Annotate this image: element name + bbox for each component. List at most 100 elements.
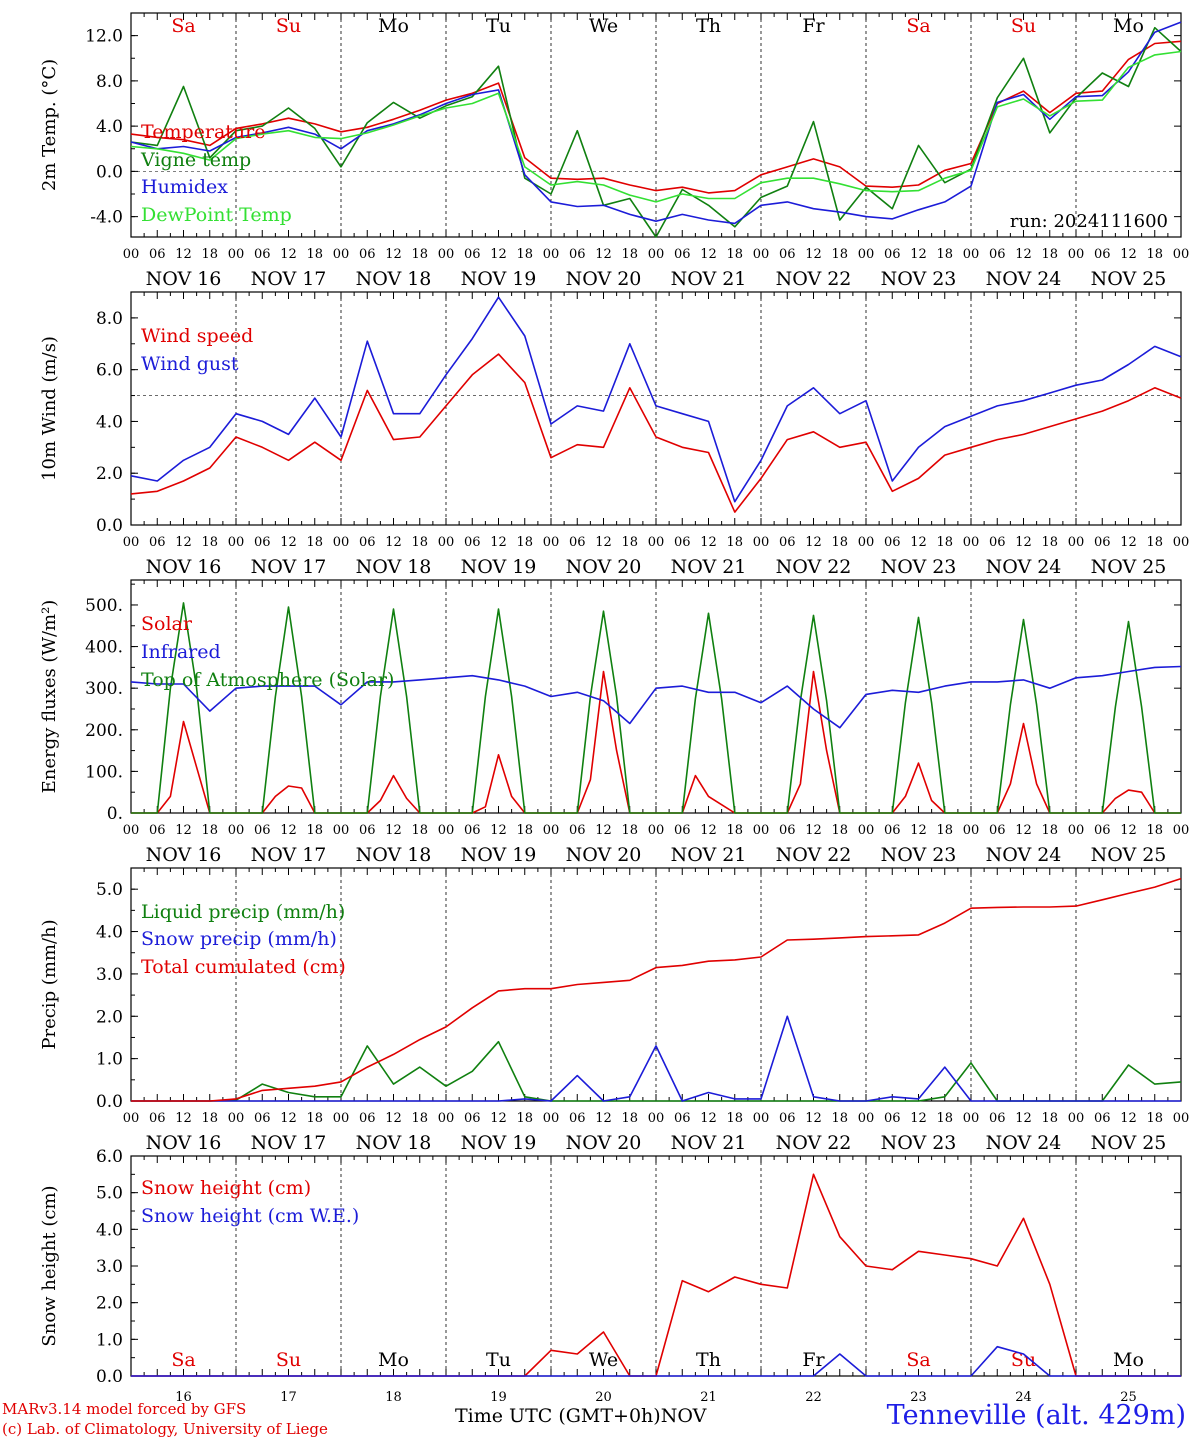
weekday-label: Sa xyxy=(906,15,930,37)
hour-tick-label: 18 xyxy=(936,1111,953,1126)
hour-tick-label: 12 xyxy=(280,247,297,262)
hour-tick-label: 18 xyxy=(936,247,953,262)
hour-tick-label: 12 xyxy=(385,535,402,550)
hour-tick-label: 06 xyxy=(674,823,691,838)
hour-tick-label: 06 xyxy=(1094,535,1111,550)
hour-tick-label: 12 xyxy=(280,535,297,550)
date-number-label: 22 xyxy=(805,1390,822,1405)
date-label: NOV 20 xyxy=(566,1132,642,1154)
y-tick-label: 4.0 xyxy=(96,923,123,943)
weekday-label: Fr xyxy=(802,1349,825,1371)
date-label: NOV 24 xyxy=(986,268,1062,290)
hour-tick-label: 00 xyxy=(438,247,455,262)
hour-tick-label: 00 xyxy=(1068,535,1085,550)
hour-tick-label: 00 xyxy=(1173,823,1190,838)
y-tick-label: 5.0 xyxy=(96,880,123,900)
panel-3: 0. 100. 200. 300. 400. 500. Energy fluxes (W/m… xyxy=(39,579,1190,866)
date-label: NOV 21 xyxy=(671,1132,747,1154)
weekday-label: Su xyxy=(276,1349,301,1371)
hour-tick-label: 18 xyxy=(726,535,743,550)
hour-tick-label: 06 xyxy=(149,823,166,838)
hour-tick-label: 06 xyxy=(254,535,271,550)
hour-tick-label: 06 xyxy=(464,535,481,550)
hour-tick-label: 12 xyxy=(910,823,927,838)
hour-tick-label: 00 xyxy=(963,535,980,550)
hour-tick-label: 18 xyxy=(1146,535,1163,550)
hour-tick-label: 12 xyxy=(280,823,297,838)
hour-tick-label: 06 xyxy=(779,247,796,262)
hour-tick-label: 12 xyxy=(700,535,717,550)
y-tick-label: 0.0 xyxy=(96,1367,123,1387)
weekday-label: Mo xyxy=(378,1349,409,1371)
weekday-label: Sa xyxy=(171,1349,195,1371)
hour-tick-label: 18 xyxy=(621,1111,638,1126)
hour-tick-label: 00 xyxy=(858,823,875,838)
hour-tick-label: 00 xyxy=(333,535,350,550)
hour-tick-label: 00 xyxy=(123,1111,140,1126)
hour-tick-label: 18 xyxy=(831,1111,848,1126)
hour-tick-label: 06 xyxy=(989,823,1006,838)
hour-tick-label: 12 xyxy=(385,823,402,838)
date-label: NOV 22 xyxy=(776,844,852,866)
hour-tick-label: 18 xyxy=(936,535,953,550)
hour-tick-label: 00 xyxy=(1173,1111,1190,1126)
x-axis-title-text: Time UTC (GMT+0h) xyxy=(455,1405,661,1427)
date-label: NOV 17 xyxy=(251,268,327,290)
date-label: NOV 18 xyxy=(356,844,432,866)
date-label: NOV 23 xyxy=(881,1132,957,1154)
date-label: NOV 21 xyxy=(671,556,747,578)
date-number-label: 19 xyxy=(490,1390,507,1405)
hour-tick-label: 00 xyxy=(753,823,770,838)
weekday-label: Th xyxy=(696,15,721,37)
hour-tick-label: 12 xyxy=(1015,247,1032,262)
date-label: NOV 24 xyxy=(986,556,1062,578)
hour-tick-label: 00 xyxy=(333,823,350,838)
hour-tick-label: 12 xyxy=(490,535,507,550)
y-tick-label: 1.0 xyxy=(96,1050,123,1070)
date-label: NOV 19 xyxy=(461,844,537,866)
hour-tick-label: 18 xyxy=(1146,1111,1163,1126)
hour-tick-label: 06 xyxy=(884,247,901,262)
y-tick-label: -4.0 xyxy=(90,208,123,228)
legend-entry: Infrared xyxy=(141,641,221,663)
hour-tick-label: 06 xyxy=(779,1111,796,1126)
date-label: NOV 22 xyxy=(776,268,852,290)
hour-tick-label: 12 xyxy=(1015,823,1032,838)
hour-tick-label: 06 xyxy=(884,535,901,550)
hour-tick-label: 18 xyxy=(516,1111,533,1126)
y-axis-label: Precip (mm/h) xyxy=(39,919,60,1049)
hour-tick-label: 06 xyxy=(674,1111,691,1126)
hour-tick-label: 06 xyxy=(254,247,271,262)
hour-tick-label: 18 xyxy=(201,823,218,838)
hour-tick-label: 18 xyxy=(306,823,323,838)
legend-entry: Liquid precip (mm/h) xyxy=(141,901,345,923)
date-label: NOV 20 xyxy=(566,268,642,290)
y-tick-label: 4.0 xyxy=(96,117,123,137)
hour-tick-label: 18 xyxy=(306,247,323,262)
date-label: NOV 18 xyxy=(356,268,432,290)
weekday-label: Sa xyxy=(906,1349,930,1371)
hour-tick-label: 18 xyxy=(621,247,638,262)
hour-tick-label: 12 xyxy=(700,247,717,262)
hour-tick-label: 12 xyxy=(175,1111,192,1126)
hour-tick-label: 06 xyxy=(149,535,166,550)
hour-tick-label: 06 xyxy=(569,1111,586,1126)
hour-tick-label: 18 xyxy=(306,1111,323,1126)
date-label: NOV 25 xyxy=(1091,556,1167,578)
hour-tick-label: 12 xyxy=(1015,1111,1032,1126)
date-label: NOV 23 xyxy=(881,844,957,866)
y-tick-label: 100. xyxy=(85,762,123,782)
hour-tick-label: 00 xyxy=(963,1111,980,1126)
legend-entry: Total cumulated (cm) xyxy=(141,956,346,978)
y-tick-label: 6.0 xyxy=(96,1147,123,1167)
hour-tick-label: 00 xyxy=(1068,823,1085,838)
hour-tick-label: 00 xyxy=(123,823,140,838)
hour-tick-label: 06 xyxy=(254,1111,271,1126)
date-label: NOV 25 xyxy=(1091,844,1167,866)
hour-tick-label: 00 xyxy=(333,247,350,262)
hour-tick-label: 06 xyxy=(989,535,1006,550)
hour-tick-label: 06 xyxy=(989,1111,1006,1126)
series-line-snow-height-cm-w-e- xyxy=(131,1345,1181,1377)
